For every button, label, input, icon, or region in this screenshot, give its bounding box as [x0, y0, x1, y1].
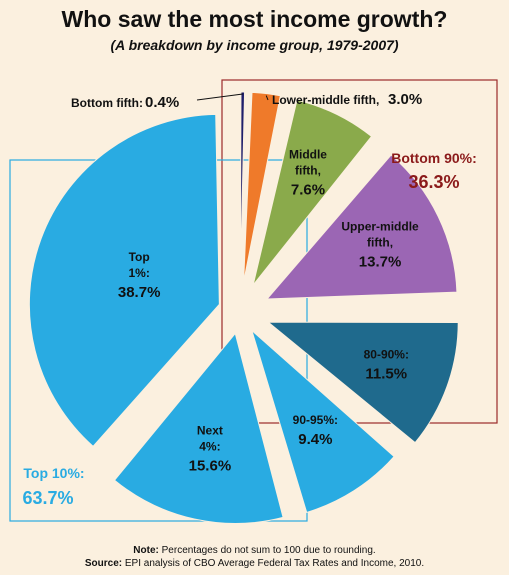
slice-value-lower-middle-fifth: 3.0% — [388, 91, 422, 108]
slice-value-top-1: 38.7% — [118, 284, 161, 301]
note-label: Note: — [133, 545, 159, 556]
slice-label-bottom-fifth: Bottom fifth: — [71, 96, 143, 110]
slice-label-next-4: 4%: — [199, 440, 220, 454]
pie-slice-next-4 — [113, 332, 284, 524]
pie-slice-middle-fifth — [252, 99, 373, 286]
slice-value-90-95: 9.4% — [298, 431, 332, 448]
pie-slice-lower-middle-fifth — [243, 91, 281, 283]
source-text: EPI analysis of CBO Average Federal Tax … — [122, 558, 425, 569]
pie-chart: Bottom fifth: 0.4% Lower-middle fifth, 3.0… — [9, 79, 498, 524]
pie-slice-90-95 — [250, 328, 395, 514]
group-label-bottom-90: Bottom 90%: — [391, 150, 477, 166]
group-label-top-10: Top 10%: — [23, 465, 84, 481]
pie-slice-top-1 — [28, 113, 220, 448]
slice-label-middle-fifth: Middle — [289, 147, 327, 161]
slice-label-upper-middle-fifth: fifth, — [367, 236, 393, 250]
pie-slice-80-90 — [266, 321, 459, 444]
pie-slice-upper-middle-fifth — [265, 154, 458, 300]
slice-label-lower-middle-fifth: Lower-middle fifth, — [272, 93, 379, 107]
source-note: Source: EPI analysis of CBO Average Fede… — [0, 557, 509, 570]
slice-label-top-1: Top — [129, 250, 150, 264]
slice-value-upper-middle-fifth: 13.7% — [359, 254, 402, 271]
slice-label-80-90: 80-90%: — [364, 347, 409, 361]
footnote: Note: Percentages do not sum to 100 due … — [0, 544, 509, 557]
slice-label-top-1: 1%: — [128, 266, 149, 280]
pie-slice-bottom-fifth — [239, 91, 246, 283]
slice-label-upper-middle-fifth: Upper-middle — [341, 220, 419, 234]
slice-value-80-90: 11.5% — [365, 365, 407, 382]
slice-value-bottom-fifth: 0.4% — [145, 94, 179, 111]
chart-subtitle: (A breakdown by income group, 1979-2007) — [110, 37, 399, 53]
slice-label-next-4: Next — [197, 424, 223, 438]
chart-title: Who saw the most income growth? — [61, 6, 448, 32]
slice-value-middle-fifth: 7.6% — [291, 181, 325, 198]
slice-label-middle-fifth: fifth, — [295, 163, 321, 177]
slice-label-90-95: 90-95%: — [293, 413, 338, 427]
group-value-bottom-90: 36.3% — [408, 172, 459, 192]
bottom-90-group-box — [221, 79, 498, 424]
leader-line — [196, 93, 243, 101]
leader-line — [265, 95, 269, 101]
note-text: Percentages do not sum to 100 due to rou… — [158, 545, 376, 556]
chart-footer: Note: Percentages do not sum to 100 due … — [0, 544, 509, 570]
group-value-top-10: 63.7% — [22, 488, 73, 508]
source-label: Source: — [84, 558, 123, 569]
slice-value-next-4: 15.6% — [189, 458, 232, 475]
